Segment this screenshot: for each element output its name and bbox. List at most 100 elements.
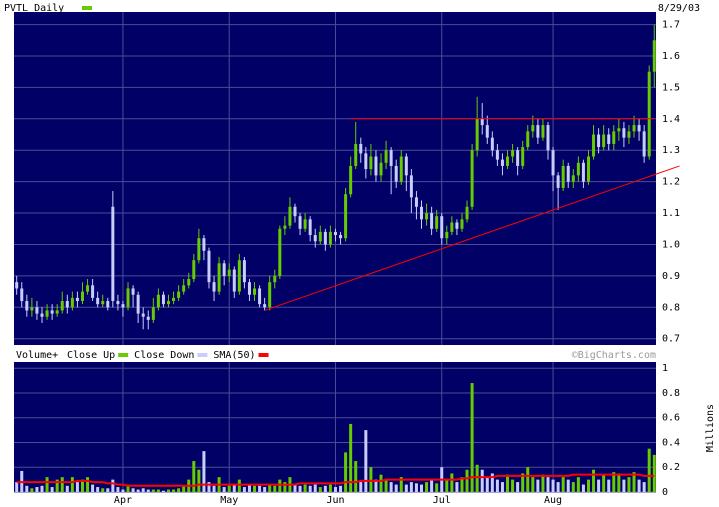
candle-body bbox=[30, 307, 34, 311]
y-tick-label: 0.2 bbox=[662, 462, 680, 473]
y-tick-label: 0.9 bbox=[662, 271, 680, 282]
candle-body bbox=[364, 153, 368, 170]
y-tick-label: 1.0 bbox=[662, 239, 680, 250]
candle-body bbox=[25, 301, 29, 311]
volume-bar bbox=[293, 484, 297, 492]
volume-bar bbox=[551, 479, 555, 492]
volume-bar bbox=[612, 472, 616, 492]
volume-bar bbox=[298, 485, 302, 492]
volume-bar bbox=[389, 482, 393, 492]
y-tick-label: 1.3 bbox=[662, 145, 680, 156]
volume-bar bbox=[333, 487, 337, 492]
volume-bar bbox=[136, 489, 140, 492]
volume-bar bbox=[556, 482, 560, 492]
volume-bar bbox=[308, 485, 312, 492]
volume-bar bbox=[379, 474, 383, 492]
candle-body bbox=[35, 307, 39, 314]
candle-body bbox=[480, 118, 484, 126]
y-tick-label: 0.7 bbox=[662, 334, 680, 345]
volume-bar bbox=[121, 489, 125, 492]
candle-body bbox=[288, 206, 292, 226]
volume-bar bbox=[91, 484, 95, 492]
y-tick-label: 0.6 bbox=[662, 413, 680, 424]
candle-body bbox=[96, 297, 100, 305]
candle-body bbox=[612, 131, 616, 144]
candle-body bbox=[45, 310, 49, 317]
volume-bar bbox=[409, 482, 413, 492]
candle-body bbox=[237, 260, 241, 292]
volume-bar bbox=[516, 482, 520, 492]
volume-bar bbox=[65, 485, 69, 492]
volume-bar bbox=[470, 383, 474, 492]
candle-body bbox=[394, 165, 398, 182]
volume-bar bbox=[364, 430, 368, 492]
candle-body bbox=[445, 231, 449, 239]
candle-body bbox=[156, 294, 160, 308]
volume-bar bbox=[232, 484, 236, 492]
x-tick-label: Aug bbox=[544, 495, 562, 506]
candle-body bbox=[460, 219, 464, 229]
candle-body bbox=[70, 297, 74, 308]
candle-body bbox=[268, 282, 272, 308]
y-tick-label: 1.2 bbox=[662, 177, 680, 188]
candle-body bbox=[55, 310, 59, 314]
sma-line bbox=[16, 473, 655, 487]
volume-bar bbox=[506, 474, 510, 492]
chart-title: PVTL Daily bbox=[4, 3, 64, 14]
candle-body bbox=[602, 134, 606, 148]
candle-body bbox=[485, 125, 489, 138]
volume-bar bbox=[60, 477, 64, 492]
volume-bar bbox=[642, 482, 646, 492]
candle-body bbox=[516, 150, 520, 166]
candle-body bbox=[106, 301, 110, 308]
y-tick-label: 1.1 bbox=[662, 208, 680, 219]
volume-bar bbox=[222, 487, 226, 492]
candle-body bbox=[581, 162, 585, 182]
candle-body bbox=[313, 235, 317, 242]
candle-body bbox=[495, 150, 499, 160]
volume-bar bbox=[283, 482, 287, 492]
candle-body bbox=[136, 294, 140, 314]
volume-bar bbox=[627, 477, 631, 492]
candle-body bbox=[192, 260, 196, 280]
candle-body bbox=[500, 159, 504, 166]
volume-bar bbox=[445, 479, 449, 492]
candle-body bbox=[652, 40, 656, 72]
legend-label: SMA(50) bbox=[213, 350, 255, 361]
candle-body bbox=[541, 125, 545, 138]
volume-bar bbox=[55, 479, 59, 492]
candle-body bbox=[258, 288, 262, 305]
volume-title: Volume+ bbox=[16, 350, 58, 361]
candle-body bbox=[283, 225, 287, 229]
volume-bar bbox=[141, 488, 145, 492]
candle-body bbox=[121, 304, 125, 308]
candle-body bbox=[399, 156, 403, 182]
candle-body bbox=[333, 231, 337, 236]
volume-bar bbox=[622, 479, 626, 492]
candle-body bbox=[91, 285, 95, 298]
candle-body bbox=[586, 156, 590, 182]
volume-bar bbox=[485, 477, 489, 492]
volume-bar bbox=[652, 454, 656, 492]
candle-body bbox=[308, 219, 312, 236]
volume-bar bbox=[177, 488, 181, 492]
candle-body bbox=[263, 304, 267, 308]
volume-bar bbox=[126, 484, 130, 492]
candle-body bbox=[151, 307, 155, 320]
candle-body bbox=[354, 143, 358, 166]
volume-bar bbox=[278, 479, 282, 492]
candle-body bbox=[455, 222, 459, 229]
candle-body bbox=[637, 125, 641, 132]
volume-bar bbox=[111, 479, 115, 492]
volume-bar bbox=[273, 485, 277, 492]
volume-bar bbox=[35, 487, 39, 492]
candle-body bbox=[506, 156, 510, 166]
volume-bar bbox=[96, 487, 100, 492]
volume-bar bbox=[30, 488, 34, 492]
y-axis-title: Millions bbox=[705, 404, 716, 452]
volume-bar bbox=[374, 479, 378, 492]
candle-body bbox=[617, 128, 621, 132]
volume-bar bbox=[192, 461, 196, 492]
candle-body bbox=[293, 206, 297, 217]
candle-body bbox=[475, 118, 479, 151]
